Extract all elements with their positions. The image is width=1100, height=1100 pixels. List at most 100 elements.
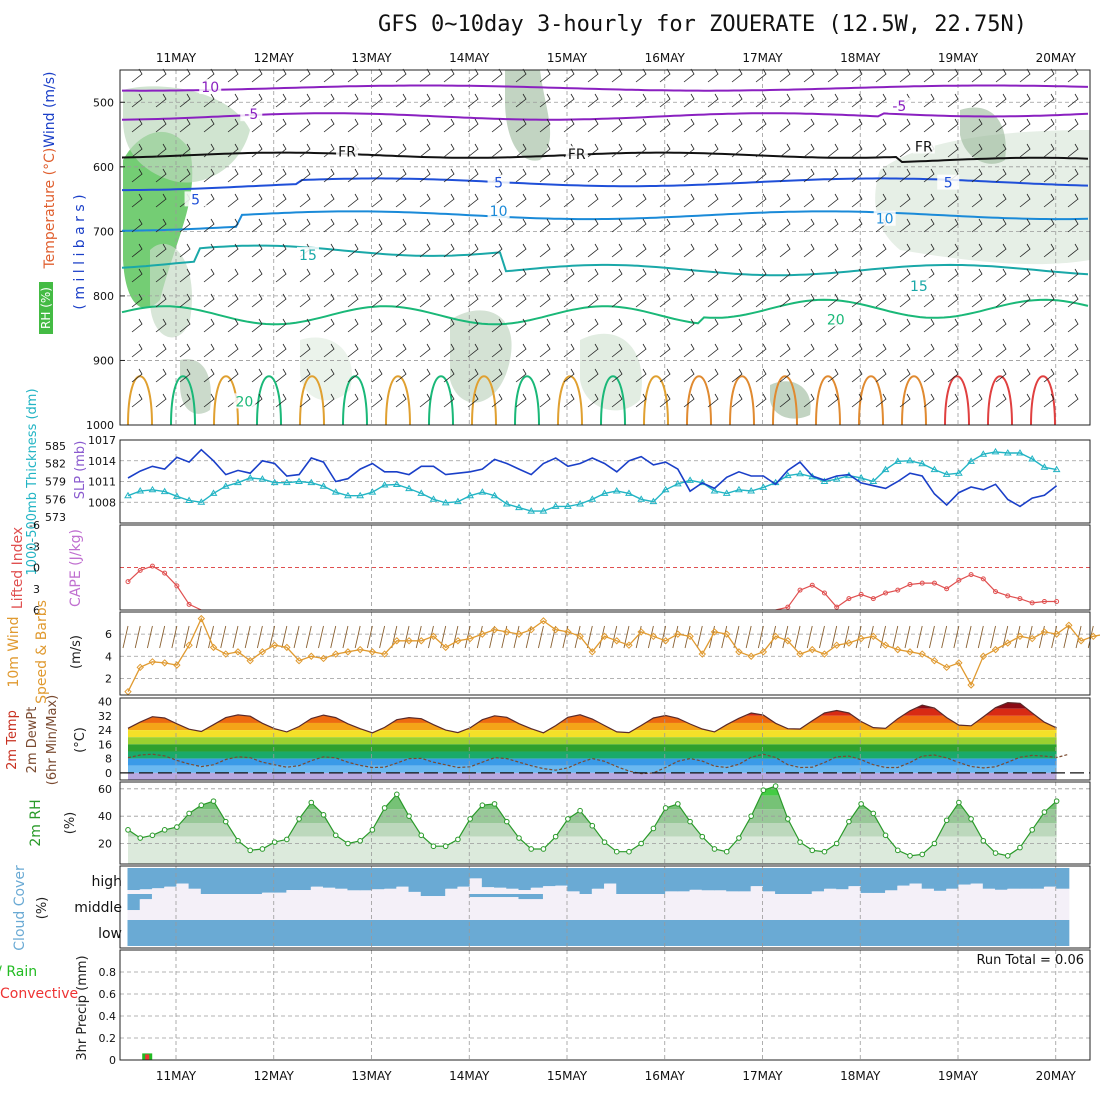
rh-point [772,783,779,789]
isotherm-line [121,244,1089,277]
low-level-isotherm [772,375,798,426]
thickness-point [478,488,487,495]
lifted-index-point [1017,596,1023,602]
cloud-cell-clear [982,888,997,894]
rh-shading [300,337,352,401]
cloud-cell-low [848,920,862,946]
wind-speed-point [661,637,670,645]
contour-label: 15 [299,248,317,264]
thickness-point [661,485,670,493]
wind-speed-point [576,632,584,641]
lifted-index-point [895,587,901,593]
cloud-cell-clear [445,894,459,920]
cloud-cell-clear [982,894,997,920]
cloud-cell-high [762,868,777,892]
cloud-cell-high [591,868,606,889]
date-tick-label: 17MAY [742,1069,783,1083]
wind-speed-point [393,637,401,645]
cloud-cell-high [457,868,471,887]
wind-speed-point [478,630,487,638]
thickness-point [160,487,169,495]
cloud-cell-clear [139,889,153,894]
rh-point [125,827,131,833]
cloud-cell-clear [298,890,312,894]
thickness-tick-label: 576 [45,493,66,506]
thickness-point [991,447,1000,455]
rh-point [1029,827,1035,833]
pressure-tick-label: 1000 [86,419,114,432]
cloud-cell-clear [384,894,398,920]
thickness-tick-label: 573 [45,511,66,524]
wind-speed-point [613,637,621,645]
low-level-isotherm [643,375,669,426]
slp-line [127,448,1058,508]
thickness-point [1040,463,1049,470]
cloud-cell-high [494,868,508,888]
contour-label-bg [888,97,911,113]
low-level-isotherm [428,375,454,426]
rh-point [552,833,559,840]
wind-speed-point [246,656,254,665]
cloud-cell-high [1007,868,1021,889]
low-level-isotherm [815,375,841,426]
cloud-cell-high [946,868,960,889]
cloud-cell-middle [469,894,483,898]
lifted-index-point [834,604,840,610]
temp-band [128,744,1057,752]
cloud-cell-clear [604,894,618,920]
wind-speed-point [136,663,144,672]
cloud-cell-clear [1019,888,1033,894]
wind-speed-point [674,630,682,638]
thickness-point [832,475,841,482]
thickness-point [686,476,694,483]
cloud-cell-clear [689,889,703,894]
cloud-cell-low [750,920,764,946]
rh-point [137,835,144,841]
rh-point [149,832,156,839]
lifted-index-tick-label: 3 [33,583,40,596]
pressure-tick-label: 800 [93,290,114,303]
contour-label: 10 [490,204,508,220]
low-level-isotherm [385,375,411,426]
wind-speed-point [710,628,719,636]
cloud-cell-low [775,920,789,946]
cloud-cell-high [151,868,166,889]
lifted-index-point [162,570,168,576]
cloud-cell-high [567,868,581,892]
rh-point [699,833,706,840]
cloud-cell-clear [1043,886,1058,894]
rh-shading [450,310,512,403]
cloud-cell-clear [1007,894,1021,920]
lifted-index-point [944,586,950,592]
rh-point [442,843,449,850]
cloud-cell-low [200,920,215,946]
rh-point [406,813,412,819]
cloud-cell-high [164,868,178,887]
cloud-cell-high [506,868,520,889]
rh-unit: (%) [63,812,78,835]
cloud-cell-clear [542,886,557,894]
cloud-cell-clear [469,897,483,920]
cloud-cell-low [1043,920,1058,946]
rh-shading [580,333,642,411]
label-part: (°C) [42,148,58,180]
rh-point [210,798,217,804]
date-tick-label: 18MAY [840,1069,881,1083]
cloud-cell-clear [371,889,386,894]
rh-point [919,851,926,858]
cloud-cell-clear [213,894,227,920]
wind-speed-point [173,661,181,669]
isotherm-line [121,298,1089,326]
cloud-cell-low [237,920,251,946]
cloud-cell-clear [420,896,434,920]
rh-point [222,818,229,825]
cloud-cell-high [714,868,728,891]
rh-tick-label: 60 [98,783,112,796]
wind-speed-point [637,628,645,636]
rh-legend-label: RH (%) [39,287,53,329]
wind-speed-point [906,648,914,656]
cloud-cell-clear [555,894,569,920]
contour-label-bg [824,311,847,327]
